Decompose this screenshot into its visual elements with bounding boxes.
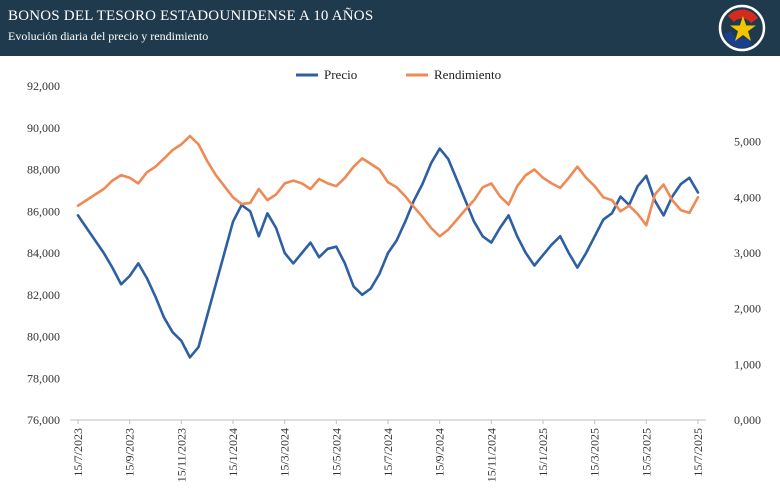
chart-header: BONOS DEL TESORO ESTADOUNIDENSE A 10 AÑO…: [0, 0, 780, 56]
series-layer: [76, 134, 700, 359]
left-tick-label: 92,000: [27, 79, 60, 93]
x-axis: 15/7/2023 15/9/2023 15/11/2023 15/1/2024 15/…: [70, 419, 706, 482]
logo-blue-arc: [724, 31, 752, 48]
x-tick-label: 15/11/2023: [174, 428, 188, 482]
chart-subtitle: Evolución diaria del precio y rendimient…: [8, 29, 209, 43]
x-tick-label: 15/9/2024: [433, 428, 447, 477]
x-tick-label: 15/1/2024: [226, 428, 240, 477]
right-tick-label: 3,000: [734, 246, 761, 260]
x-tick-label: 15/11/2024: [484, 428, 498, 482]
left-tick-label: 90,000: [27, 121, 60, 135]
right-axis: 0,000 1,000 2,000 3,000 4,000 5,000: [734, 135, 761, 427]
right-tick-label: 0,000: [734, 413, 761, 427]
left-tick-label: 76,000: [27, 413, 60, 427]
series-line-rendimiento: [76, 134, 700, 238]
right-tick-label: 1,000: [734, 357, 761, 371]
left-tick-label: 82,000: [27, 288, 60, 302]
bond-chart: Precio Rendimiento 76,000 78,000 80,000 82,0…: [27, 67, 761, 482]
x-tick-label: 15/3/2024: [278, 428, 292, 477]
left-tick-label: 78,000: [27, 371, 60, 385]
logo-star-icon: [730, 16, 756, 41]
x-tick-label: 15/9/2023: [123, 428, 137, 477]
x-tick-label: 15/7/2024: [381, 428, 395, 477]
left-tick-label: 86,000: [27, 204, 60, 218]
left-tick-label: 84,000: [27, 246, 60, 260]
legend-label-precio: Precio: [324, 67, 357, 82]
left-tick-label: 80,000: [27, 330, 60, 344]
right-tick-label: 2,000: [734, 302, 761, 316]
legend: Precio Rendimiento: [296, 67, 501, 82]
x-tick-label: 15/5/2025: [639, 428, 653, 477]
right-tick-label: 5,000: [734, 135, 761, 149]
x-tick-label: 15/3/2025: [588, 428, 602, 477]
x-tick-label: 15/1/2025: [536, 428, 550, 477]
series-line-precio: [76, 147, 700, 359]
chart-title: BONOS DEL TESORO ESTADOUNIDENSE A 10 AÑO…: [8, 8, 374, 24]
x-tick-label: 15/7/2023: [71, 428, 85, 477]
left-tick-label: 88,000: [27, 163, 60, 177]
x-tick-label: 15/7/2025: [691, 428, 705, 477]
right-tick-label: 4,000: [734, 190, 761, 204]
left-axis: 76,000 78,000 80,000 82,000 84,000 86,000 88,0…: [27, 79, 60, 427]
legend-label-rendimiento: Rendimiento: [434, 67, 501, 82]
x-tick-label: 15/5/2024: [329, 428, 343, 477]
emblem-logo-icon: [718, 4, 766, 52]
